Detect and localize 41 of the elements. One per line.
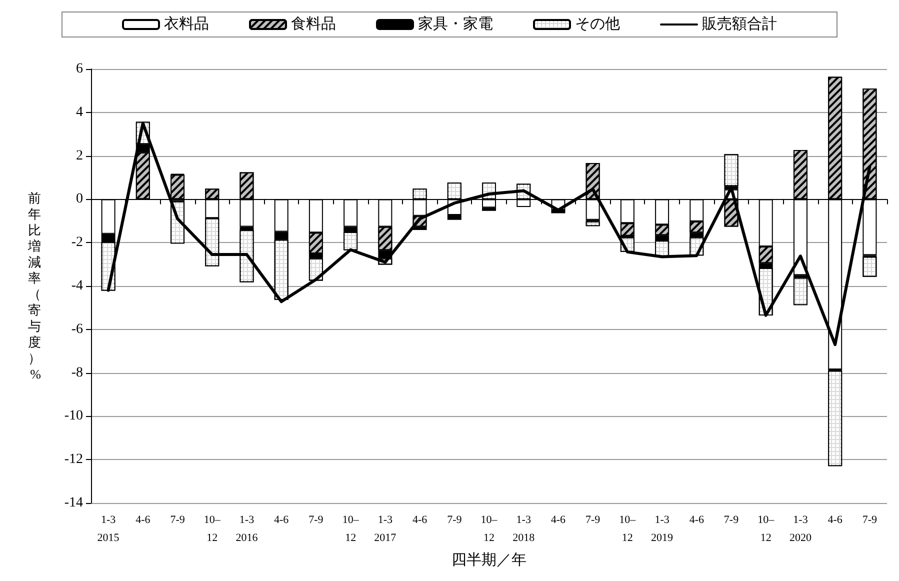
y-tick-label: -10: [64, 408, 83, 424]
legend-label: 食料品: [291, 16, 336, 32]
x-tick-label: 4-6: [550, 514, 566, 526]
x-tick-label: 7-9: [447, 514, 462, 526]
y-tick-label: -6: [71, 322, 83, 337]
legend-label: その他: [575, 16, 620, 32]
x-tick-label: 4-6: [828, 514, 843, 526]
x-tick-label: 7-9: [724, 514, 740, 526]
x-tick-label: 1-3 2020: [789, 514, 812, 544]
x-tick-label: 1-3 2018: [512, 514, 536, 544]
legend-label: 衣料品: [164, 16, 209, 32]
y-tick-label: -4: [71, 278, 83, 294]
y-tick-label: 4: [76, 104, 83, 120]
x-tick-label: 10– 12: [758, 514, 775, 544]
x-tick-label: 7-9: [308, 514, 324, 526]
x-tick-label: 1-3 2015: [97, 514, 120, 544]
legend-label: 販売額合計: [702, 16, 777, 32]
x-tick-label: 7-9: [585, 514, 601, 526]
y-tick-label: 6: [76, 62, 83, 76]
y-tick-label: -14: [64, 496, 83, 510]
x-axis-title: 四半期／年: [452, 552, 526, 568]
x-tick-label: 4-6: [689, 514, 704, 526]
x-tick-label: 1-3 2017: [374, 514, 397, 544]
y-tick-label: -8: [71, 365, 83, 380]
y-tick-label: -2: [71, 235, 83, 250]
x-tick-label: 10– 12: [619, 514, 636, 544]
text: 前年比増減率（寄与度）%: [28, 190, 41, 382]
y-tick-label: 2: [76, 148, 83, 164]
x-tick-label: 7-9: [862, 514, 878, 526]
legend-label: 家具・家電: [418, 16, 493, 32]
x-tick-label: 7-9: [170, 514, 186, 526]
x-tick-label: 10– 12: [204, 514, 221, 544]
x-tick-label: 1-3 2016: [236, 514, 258, 544]
x-tick-label: 10– 12: [480, 514, 498, 544]
x-tick-label: 1-3 2019: [651, 514, 674, 544]
x-tick-label: 4-6: [274, 514, 290, 526]
x-tick-label: 4-6: [136, 514, 151, 526]
y-tick-label: 0: [76, 192, 83, 207]
x-tick-label: 10– 12: [342, 514, 360, 544]
x-tick-label: 4-6: [412, 514, 428, 526]
y-tick-label: -12: [64, 452, 83, 468]
